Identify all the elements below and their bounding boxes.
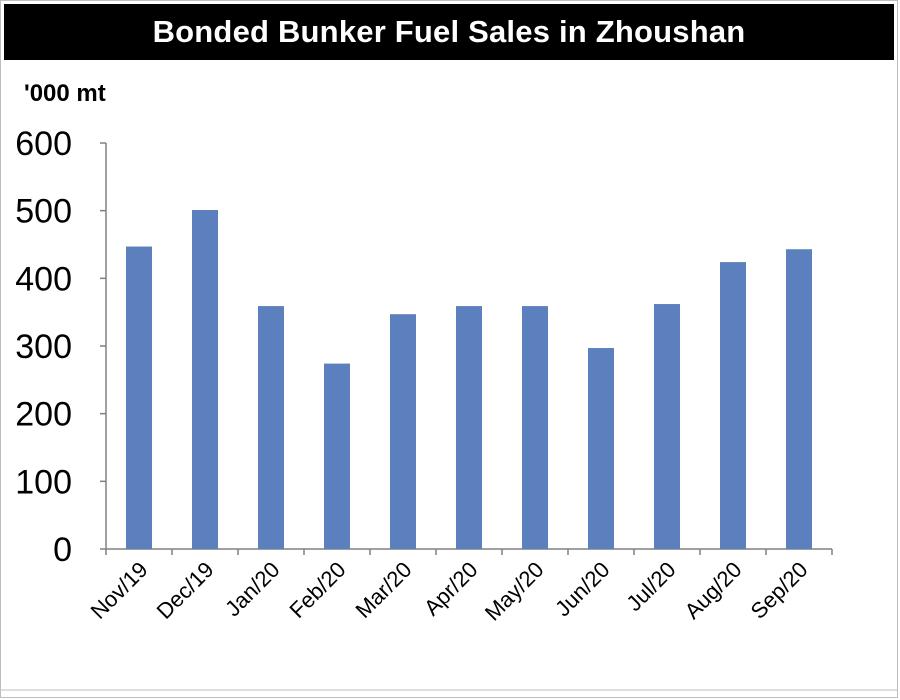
bar-jun-20 bbox=[588, 348, 614, 549]
y-tick-label: 500 bbox=[15, 193, 72, 231]
y-axis-unit-label: '000 mt bbox=[24, 80, 106, 107]
bar-jul-20 bbox=[654, 304, 680, 549]
x-tick-label: Feb/20 bbox=[284, 557, 350, 623]
y-tick-label: 300 bbox=[15, 328, 72, 366]
x-tick-label: Dec/19 bbox=[152, 557, 219, 624]
bar-mar-20 bbox=[390, 314, 416, 549]
y-tick-label: 600 bbox=[15, 125, 72, 163]
bar-sep-20 bbox=[786, 249, 812, 549]
x-tick-label: Apr/20 bbox=[419, 557, 483, 621]
x-tick-label: Nov/19 bbox=[86, 557, 153, 624]
x-tick-label: Aug/20 bbox=[680, 557, 747, 624]
x-tick-label: Mar/20 bbox=[350, 557, 416, 623]
chart-title-bar: Bonded Bunker Fuel Sales in Zhoushan bbox=[4, 4, 894, 60]
chart-title: Bonded Bunker Fuel Sales in Zhoushan bbox=[152, 14, 746, 49]
bar-may-20 bbox=[522, 306, 548, 549]
y-tick-label: 100 bbox=[15, 463, 72, 501]
x-tick-label: Jul/20 bbox=[621, 557, 680, 616]
bar-feb-20 bbox=[324, 363, 350, 549]
bar-nov-19 bbox=[126, 246, 152, 549]
x-tick-label: Jun/20 bbox=[550, 557, 614, 621]
x-tick-label: Jan/20 bbox=[220, 557, 284, 621]
bar-apr-20 bbox=[456, 306, 482, 549]
bar-aug-20 bbox=[720, 262, 746, 549]
bar-dec-19 bbox=[192, 209, 218, 550]
y-tick-label: 200 bbox=[15, 396, 72, 434]
x-tick-label: Sep/20 bbox=[746, 557, 813, 624]
bar-jan-20 bbox=[258, 306, 284, 549]
y-tick-label: 0 bbox=[53, 531, 72, 569]
x-tick-label: May/20 bbox=[480, 557, 549, 626]
y-tick-label: 400 bbox=[15, 260, 72, 298]
